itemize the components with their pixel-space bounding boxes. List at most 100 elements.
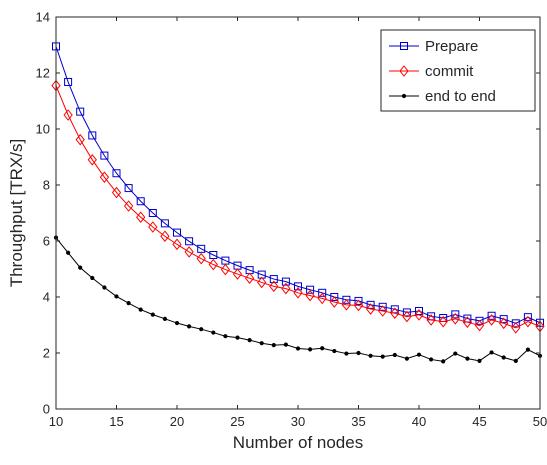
data-point-end-to-end (380, 354, 385, 359)
data-point-prepare (124, 184, 133, 193)
legend: Prepare commit end to end (380, 29, 536, 112)
data-point-commit (148, 221, 158, 233)
data-point-commit (75, 133, 85, 146)
data-point-commit (196, 252, 206, 265)
data-point-prepare (475, 316, 484, 325)
data-point-commit (402, 310, 412, 323)
data-point-end-to-end (404, 356, 409, 361)
data-point-end-to-end (477, 358, 482, 363)
data-point-end-to-end (453, 351, 458, 356)
series-commit (51, 79, 545, 334)
series-line-commit (55, 85, 541, 329)
legend-marker-commit (399, 65, 409, 77)
y-axis-label: Throughput [TRX/s] (7, 139, 26, 287)
data-point-commit (511, 321, 521, 334)
data-point-commit (390, 307, 400, 320)
legend-label-end-to-end: end to end (425, 88, 496, 105)
data-point-commit (281, 282, 291, 295)
x-tick-label: 20 (170, 414, 184, 429)
series-line-prepare (55, 46, 541, 324)
x-axis-label: Number of nodes (233, 433, 363, 452)
x-tick-label: 15 (109, 414, 123, 429)
x-tick-label: 50 (533, 414, 547, 429)
data-point-prepare (148, 209, 157, 217)
data-point-end-to-end (429, 357, 434, 362)
data-point-commit (305, 289, 315, 302)
data-point-commit (244, 272, 255, 285)
data-point-end-to-end (174, 320, 180, 326)
data-point-end-to-end (187, 324, 192, 329)
data-point-end-to-end (211, 330, 216, 335)
data-point-prepare (160, 219, 169, 228)
data-point-end-to-end (465, 356, 470, 361)
data-point-commit (63, 109, 73, 121)
x-tick-label: 35 (351, 414, 365, 429)
data-point-prepare (269, 275, 278, 284)
legend-label-prepare: Prepare (425, 38, 478, 55)
data-point-prepare (197, 244, 206, 253)
data-point-end-to-end (295, 346, 301, 351)
y-tick-label: 12 (36, 66, 50, 81)
data-point-end-to-end (501, 355, 506, 360)
data-point-prepare (487, 311, 496, 320)
data-point-prepare (366, 300, 375, 309)
data-point-end-to-end (320, 346, 325, 351)
data-point-end-to-end (356, 350, 361, 356)
x-tick-label: 45 (472, 414, 486, 429)
y-tick-label: 14 (36, 10, 50, 25)
data-point-end-to-end (138, 307, 143, 312)
data-point-commit (341, 299, 352, 311)
data-point-commit (87, 153, 97, 166)
y-tick-label: 2 (43, 346, 50, 361)
data-point-end-to-end (235, 335, 240, 340)
data-point-prepare (209, 251, 218, 259)
data-point-prepare (76, 107, 85, 116)
data-point-end-to-end (332, 348, 337, 354)
x-tick-label: 30 (291, 414, 305, 429)
data-point-prepare (281, 277, 290, 286)
data-point-prepare (378, 302, 387, 311)
data-point-commit (365, 303, 376, 315)
data-point-prepare (306, 285, 315, 294)
data-point-end-to-end (259, 341, 264, 346)
legend-label-commit: commit (425, 63, 474, 80)
data-point-end-to-end (150, 312, 155, 317)
data-point-commit (317, 292, 327, 305)
data-point-prepare (64, 77, 73, 86)
data-point-commit (184, 246, 194, 258)
data-point-commit (208, 258, 218, 271)
data-point-commit (220, 263, 231, 276)
data-point-commit (293, 286, 303, 299)
y-tick-label: 6 (43, 234, 50, 249)
data-point-prepare (511, 319, 520, 328)
data-point-commit (462, 316, 473, 329)
data-point-commit (269, 280, 279, 293)
data-point-end-to-end (441, 359, 446, 364)
data-point-end-to-end (489, 350, 494, 355)
data-point-prepare (112, 169, 121, 178)
x-tick-label: 25 (230, 414, 244, 429)
data-point-commit (160, 230, 170, 243)
data-point-commit (414, 309, 424, 321)
data-point-commit (353, 299, 364, 312)
data-point-prepare (88, 131, 97, 140)
data-point-end-to-end (66, 250, 71, 255)
series-prepare (52, 42, 544, 328)
series-end-to-end (53, 235, 543, 364)
data-point-end-to-end (126, 301, 131, 306)
data-point-prepare (523, 313, 532, 322)
data-point-end-to-end (199, 327, 204, 332)
data-point-prepare (342, 295, 351, 304)
data-point-end-to-end (247, 338, 252, 343)
data-point-end-to-end (392, 352, 397, 358)
legend-marker-prepare (400, 42, 408, 50)
data-point-commit (474, 319, 485, 332)
data-point-prepare (318, 288, 327, 297)
y-tick-label: 10 (36, 122, 50, 137)
data-point-commit (111, 186, 122, 199)
axis-ticks: 10 15 20 25 30 35 40 45 50 0 2 4 6 8 10 12 14 (36, 10, 547, 430)
data-point-prepare (402, 308, 411, 317)
plot-marks (51, 42, 545, 364)
data-point-prepare (136, 197, 145, 206)
data-point-prepare (294, 282, 302, 291)
